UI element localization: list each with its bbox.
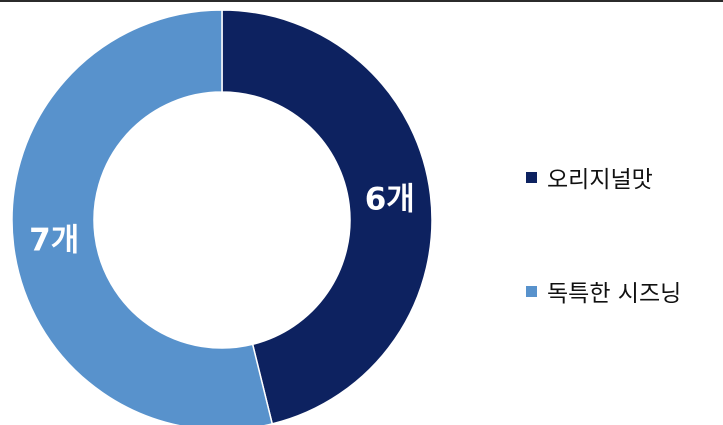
donut-slice-label-1: 7개 [29,222,79,258]
donut-slice-label-0: 6개 [365,182,415,218]
donut-slice-1 [11,9,274,425]
legend-item-series-0: 오리지널맛 [526,160,653,194]
donut-slices [11,9,433,425]
donut-slice-labels: 6개 7개 [29,182,415,259]
legend-label-series-0: 오리지널맛 [547,167,653,193]
donut-slice-0 [221,9,433,425]
legend-label-series-1: 독특한 시즈닝 [547,281,682,307]
legend-swatch-series-1 [526,285,537,297]
legend-item-series-1: 독특한 시즈닝 [526,274,681,308]
top-divider [0,0,723,2]
legend-swatch-series-0 [526,171,537,183]
